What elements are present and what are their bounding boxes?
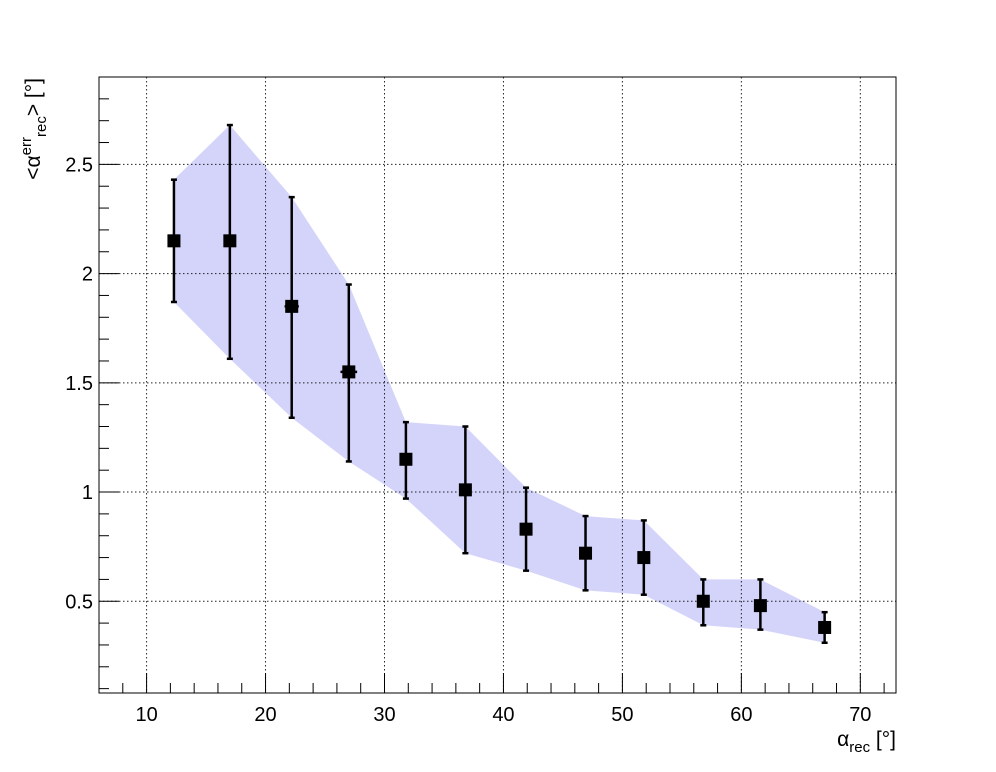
y-axis-symbol: α [22, 155, 45, 167]
y-tick-label: 0.5 [65, 591, 93, 613]
y-axis-suffix: > [°] [22, 78, 45, 116]
data-marker [637, 551, 651, 565]
data-point-1 [167, 178, 181, 304]
data-point-6 [458, 425, 472, 555]
data-point-9 [637, 519, 651, 596]
data-marker [223, 234, 237, 248]
data-marker [818, 620, 832, 634]
data-point-11 [753, 578, 767, 631]
plot-frame-layer [98, 76, 897, 694]
data-marker [696, 594, 710, 608]
x-tick-label: 10 [135, 704, 157, 726]
data-marker [399, 452, 413, 466]
x-axis-title: αrec [°] [837, 728, 896, 756]
y-tick-label: 1 [82, 482, 93, 504]
data-point-10 [696, 578, 710, 627]
data-point-8 [579, 514, 593, 592]
y-axis-title: <αerrrec> [°] [18, 78, 50, 180]
data-point-4 [340, 283, 358, 463]
data-marker [167, 234, 181, 248]
data-marker [285, 299, 299, 313]
x-axis-symbol: α [837, 728, 849, 751]
x-axis-subscript: rec [849, 739, 870, 756]
x-tick-label: 70 [849, 704, 871, 726]
data-point-2 [223, 123, 237, 361]
y-axis-prefix: < [22, 168, 45, 180]
data-point-3 [284, 195, 299, 420]
data-point-5 [399, 420, 413, 500]
x-tick-label: 50 [611, 704, 633, 726]
y-tick-label: 2.5 [65, 154, 93, 176]
tick-label-layer: 10 20 30 40 50 60 70 0.5 1 1.5 2 2.5 [65, 154, 871, 726]
x-tick-label: 30 [373, 704, 395, 726]
data-marker [753, 599, 767, 613]
y-tick-label: 1.5 [65, 373, 93, 395]
data-point-layer [167, 123, 832, 645]
tick-layer [98, 76, 885, 693]
data-marker [458, 483, 472, 497]
data-marker [579, 546, 593, 560]
plot-frame [98, 76, 897, 694]
x-tick-label: 20 [254, 704, 276, 726]
y-tick-label: 2 [82, 264, 93, 286]
x-tick-label: 40 [492, 704, 514, 726]
data-marker [342, 365, 356, 379]
data-marker [519, 522, 533, 536]
y-axis-subscript: rec [33, 116, 50, 137]
data-point-7 [519, 486, 533, 572]
data-point-12 [818, 610, 832, 645]
y-axis-superscript: err [18, 137, 35, 155]
x-tick-label: 60 [730, 704, 752, 726]
x-axis-unit: [°] [870, 728, 896, 751]
